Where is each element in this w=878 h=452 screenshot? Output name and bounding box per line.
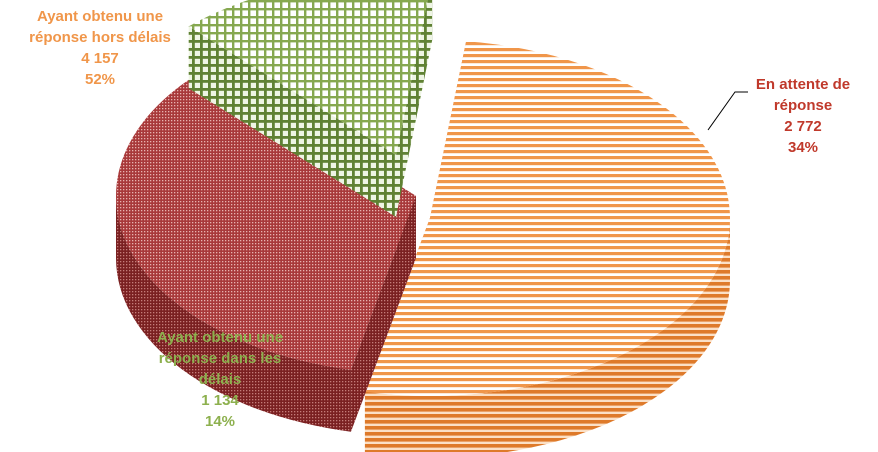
- slice-cut-face: [188, 26, 396, 218]
- slice-rim: [364, 218, 730, 452]
- label-line: réponse dans les: [158, 350, 282, 367]
- slice-cut-face: [396, 0, 433, 217]
- label-line: En attente de: [755, 76, 851, 93]
- slice-label-en-attente: En attente de réponse 2 772 34%: [738, 74, 868, 158]
- label-line: délais: [198, 371, 242, 388]
- slice-top-face: [364, 41, 730, 396]
- label-line: Ayant obtenu une: [36, 8, 164, 25]
- label-percent: 34%: [787, 139, 819, 156]
- pie-slices: [116, 0, 730, 452]
- label-line: réponse hors délais: [29, 29, 171, 46]
- label-value: 1 134: [201, 392, 239, 409]
- slice-dans-les-delais: [188, 0, 433, 218]
- label-value: 2 772: [784, 118, 822, 135]
- slice-label-hors-delais: Ayant obtenu une réponse hors délais 4 1…: [2, 6, 198, 90]
- label-line: réponse: [773, 97, 833, 114]
- slice-hors-delais: [364, 41, 730, 452]
- label-value: 4 157: [81, 50, 119, 67]
- slice-top-face: [116, 67, 416, 370]
- label-line: Ayant obtenu une: [156, 329, 284, 346]
- slice-top-face: [188, 0, 428, 155]
- slice-cut-face: [350, 196, 416, 432]
- label-percent: 52%: [84, 71, 116, 88]
- leader-line: [707, 91, 748, 131]
- slice-rim: [116, 196, 351, 432]
- slice-label-dans-les-delais: Ayant obtenu une réponse dans les délais…: [132, 327, 308, 432]
- label-percent: 14%: [204, 413, 236, 430]
